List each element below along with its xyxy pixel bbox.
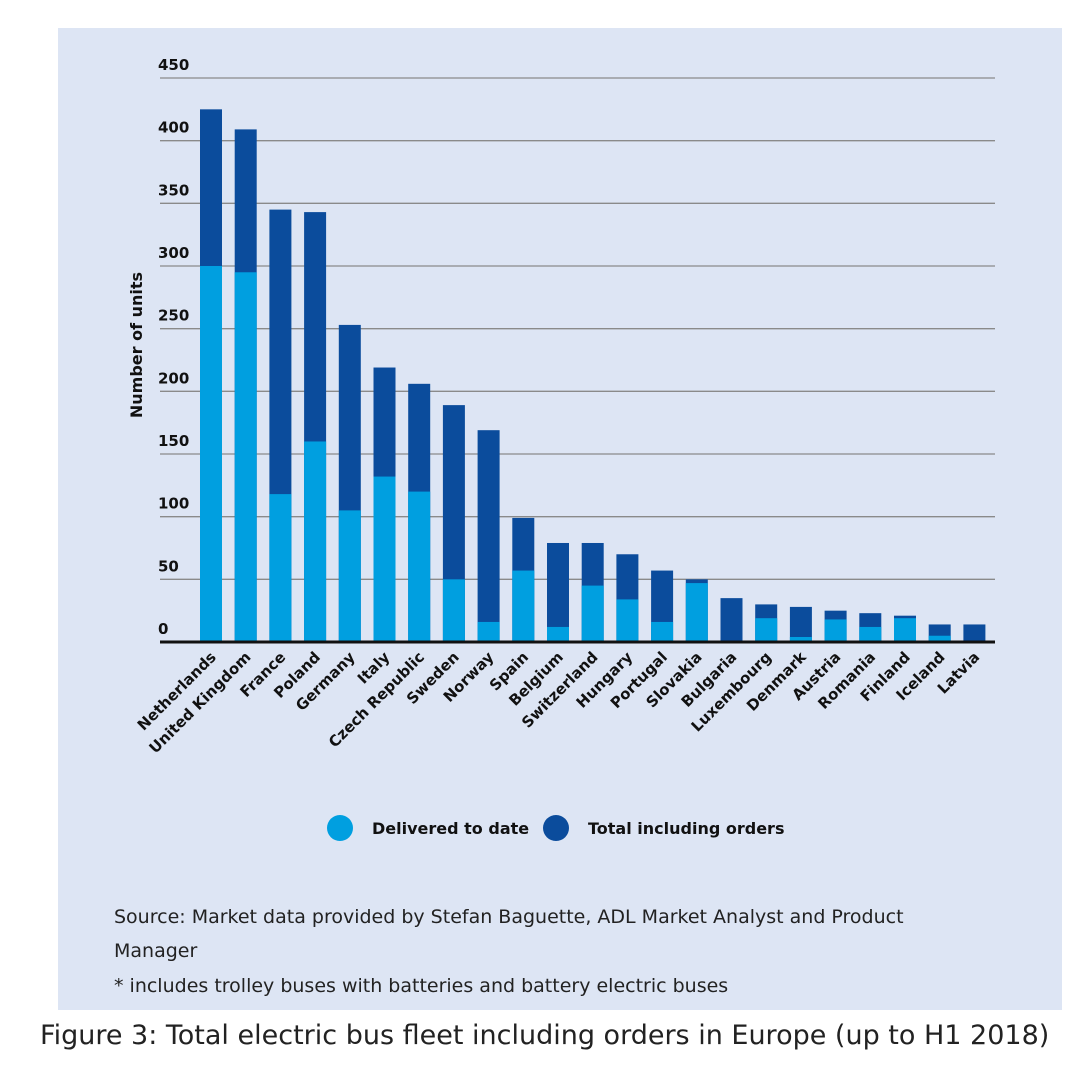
bar: [408, 491, 431, 642]
bar: [234, 272, 257, 642]
bar: [200, 266, 222, 642]
bar: [269, 494, 292, 642]
y-tick-label: 250: [158, 307, 189, 325]
bar: [338, 510, 361, 642]
legend-label: Total including orders: [588, 819, 784, 838]
panel: [58, 28, 1062, 1010]
y-tick-label: 200: [158, 369, 189, 387]
bar: [859, 626, 882, 642]
bar: [581, 585, 604, 642]
y-tick-label: 450: [158, 56, 189, 74]
bar: [894, 618, 916, 642]
bar: [789, 636, 812, 642]
y-tick-label: 50: [158, 557, 179, 575]
caption: Figure 3: Total electric bus fleet inclu…: [40, 1020, 1050, 1051]
y-axis-label: Number of units: [127, 272, 146, 418]
bar: [442, 579, 465, 642]
bar: [477, 621, 500, 642]
bar: [824, 619, 847, 642]
legend-swatch: [543, 815, 569, 841]
legend-label: Delivered to date: [372, 819, 529, 838]
bar: [789, 606, 812, 642]
bar: [651, 621, 674, 642]
bar: [755, 618, 778, 642]
y-tick-label: 350: [158, 181, 189, 199]
bar: [928, 635, 951, 642]
bar: [720, 598, 743, 642]
bar: [304, 441, 327, 642]
bar: [685, 583, 708, 642]
y-tick-label: 300: [158, 244, 189, 262]
source: Source: Market data provided by Stefan B…: [114, 906, 904, 962]
bar: [477, 430, 500, 642]
bar: [512, 570, 535, 642]
legend-swatch: [327, 815, 353, 841]
bar: [963, 624, 986, 642]
footnote: * includes trolley buses with batteries …: [114, 975, 729, 997]
y-tick-label: 0: [158, 620, 168, 638]
bar: [547, 542, 569, 642]
y-tick-label: 150: [158, 432, 189, 450]
bar: [373, 476, 396, 642]
y-tick-label: 100: [158, 495, 189, 513]
bar: [547, 626, 569, 642]
y-tick-label: 400: [158, 119, 189, 137]
bar: [616, 599, 639, 642]
